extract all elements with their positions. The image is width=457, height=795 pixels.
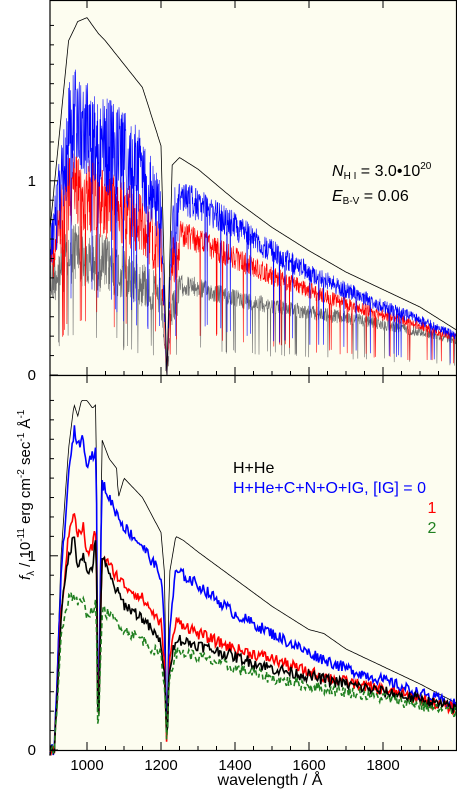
y-axis-label-sup2: -2	[16, 469, 27, 478]
bottom-panel-background	[50, 375, 457, 750]
legend-hhecno: H+He+C+N+O+IG, [IG] = 0	[233, 480, 426, 497]
bottom-series-black	[50, 399, 457, 751]
y-axis-label-part4: Å	[17, 419, 34, 433]
top-series-blue	[49, 69, 457, 376]
bottom-series-blue	[49, 425, 457, 756]
bottom-series-red	[49, 512, 457, 756]
top-ytick-label-1: 1	[28, 173, 36, 190]
nh-exp: 20	[420, 161, 432, 172]
x-axis-label: wavelength / Å	[217, 770, 323, 789]
y-axis-label-part2: erg cm	[17, 478, 34, 528]
top-series-black	[49, 17, 457, 376]
nh-annotation: NH I = 3.0•1020	[332, 161, 432, 182]
nh-sub: H I	[344, 171, 357, 182]
y-axis-label-sup4: -1	[16, 409, 27, 418]
top-ytick-label-0: 0	[28, 367, 36, 384]
bottom-xtick-label-1200: 1200	[144, 757, 177, 774]
bottom-xtick-label-1400: 1400	[218, 757, 251, 774]
y-axis-label-f: f	[17, 574, 34, 580]
legend-hhe: H+He	[233, 460, 274, 477]
bottom-panel: 1000 1200 1400 1600 1800 0 1	[28, 374, 457, 774]
top-panel: 01	[28, 0, 457, 384]
bottom-ytick-label-1: 1	[28, 548, 36, 565]
nh-value: = 3.0•10	[356, 163, 420, 180]
legend-ig2: 2	[428, 520, 437, 537]
bottom-series-green	[49, 592, 457, 754]
ebv-sub: B-V	[343, 196, 360, 207]
bottom-xtick-label-1600: 1600	[292, 757, 325, 774]
y-axis-label-part3: sec	[17, 441, 34, 469]
y-axis-label-part1: / 10	[17, 542, 34, 567]
bottom-series-black	[49, 536, 457, 756]
nh-label: N	[332, 163, 344, 180]
ebv-value: = 0.06	[359, 188, 408, 205]
bottom-xtick-label-1800: 1800	[366, 757, 399, 774]
legend-ig1: 1	[428, 500, 437, 517]
y-axis-label-sub: λ	[26, 571, 37, 576]
ebv-label: E	[332, 188, 343, 205]
y-axis-label-sup1: -11	[16, 528, 27, 542]
y-axis-label: fλ/ 10-11 erg cm-2 sec-1 Å-1	[16, 409, 37, 580]
y-axis-label-sup3: -1	[16, 432, 27, 441]
ebv-annotation: EB-V = 0.06	[332, 188, 409, 207]
bottom-ytick-label-0: 0	[28, 742, 36, 759]
bottom-xtick-label-1000: 1000	[70, 757, 103, 774]
